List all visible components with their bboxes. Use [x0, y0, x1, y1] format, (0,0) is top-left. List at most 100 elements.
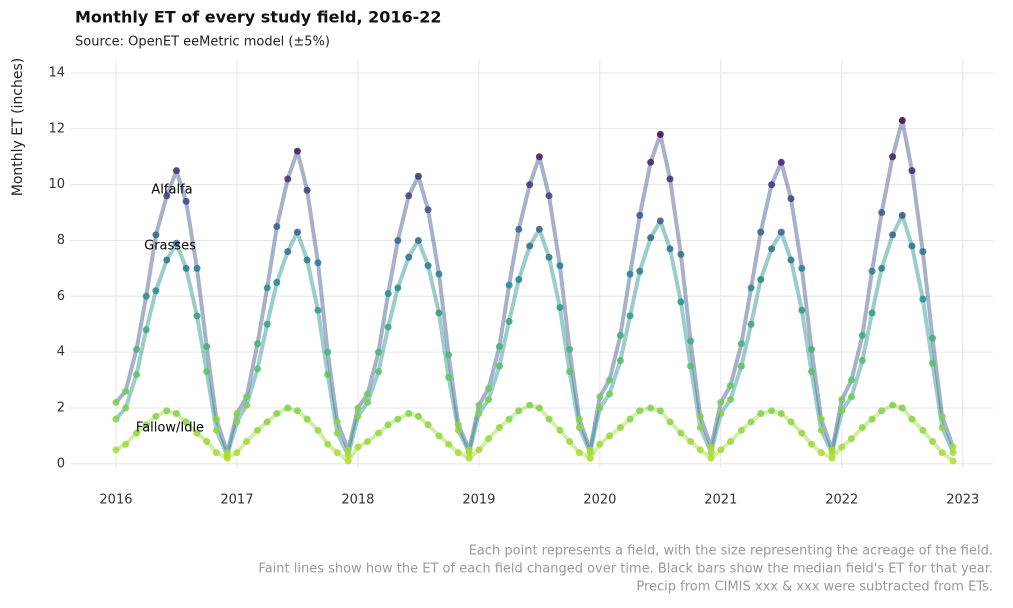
data-point [817, 426, 825, 434]
data-point [475, 401, 483, 409]
data-point [808, 345, 816, 353]
data-point [878, 264, 886, 272]
data-point [394, 236, 402, 244]
data-point [919, 426, 927, 434]
y-tick-label: 4 [57, 345, 65, 360]
data-point [133, 370, 141, 378]
data-point [687, 437, 695, 445]
data-point [394, 284, 402, 292]
data-point [515, 276, 523, 284]
data-point [284, 175, 292, 183]
data-point [293, 147, 301, 155]
data-point [929, 437, 937, 445]
data-point [445, 351, 453, 359]
data-point [243, 393, 251, 401]
data-point [254, 365, 262, 373]
data-point [606, 432, 614, 440]
data-point [384, 290, 392, 298]
series-label: Grasses [144, 239, 196, 254]
data-point [193, 429, 201, 437]
data-point [696, 412, 704, 420]
data-point [647, 404, 655, 412]
data-point [768, 245, 776, 253]
data-point [707, 443, 715, 451]
data-point [747, 284, 755, 292]
data-point [424, 262, 432, 270]
data-point [878, 407, 886, 415]
data-point [475, 410, 483, 418]
data-point [435, 270, 443, 278]
y-tick-label: 0 [57, 456, 65, 471]
data-point [858, 357, 866, 365]
data-point [636, 211, 644, 219]
data-point [868, 309, 876, 317]
data-point [172, 239, 180, 247]
data-point [566, 437, 574, 445]
data-point [616, 424, 624, 432]
data-point [666, 175, 674, 183]
data-point [122, 387, 130, 395]
data-point [949, 449, 957, 457]
data-point [293, 228, 301, 236]
data-point [808, 368, 816, 376]
data-point [808, 440, 816, 448]
data-point [465, 454, 473, 462]
data-point [868, 267, 876, 275]
x-tick-label: 2020 [583, 493, 616, 508]
x-tick-label: 2023 [946, 493, 979, 508]
data-point [122, 404, 130, 412]
data-point [556, 426, 564, 434]
data-point [293, 407, 301, 415]
data-point [847, 393, 855, 401]
data-point [787, 256, 795, 264]
data-point [263, 320, 271, 328]
data-point [898, 404, 906, 412]
data-point [344, 451, 352, 459]
data-point [838, 443, 846, 451]
data-point [586, 449, 594, 457]
data-point [384, 323, 392, 331]
data-point [677, 298, 685, 306]
data-point [223, 454, 231, 462]
data-point [435, 432, 443, 440]
data-point [515, 225, 523, 233]
data-point [384, 421, 392, 429]
data-point [133, 345, 141, 353]
data-point [203, 343, 211, 351]
data-point [666, 418, 674, 426]
data-point [233, 410, 241, 418]
data-point [726, 382, 734, 390]
data-point [495, 343, 503, 351]
data-point [889, 401, 897, 409]
data-point [556, 262, 564, 270]
data-point [757, 410, 765, 418]
data-point [898, 211, 906, 219]
data-point [696, 424, 704, 432]
x-tick-label: 2016 [99, 493, 132, 508]
data-point [626, 415, 634, 423]
data-point [656, 407, 664, 415]
data-point [777, 410, 785, 418]
data-point [798, 429, 806, 437]
data-point [333, 418, 341, 426]
data-point [212, 449, 220, 457]
y-tick-label: 6 [57, 289, 65, 304]
data-point [929, 334, 937, 342]
data-point [394, 415, 402, 423]
data-point [344, 457, 352, 465]
data-point [182, 197, 190, 205]
data-point [717, 398, 725, 406]
data-point [949, 457, 957, 465]
data-point [465, 449, 473, 457]
data-point [324, 440, 332, 448]
data-point [908, 242, 916, 250]
data-point [566, 345, 574, 353]
data-point [717, 446, 725, 454]
data-point [768, 181, 776, 189]
data-point [526, 181, 534, 189]
data-point [344, 446, 352, 454]
data-point [414, 236, 422, 244]
data-point [636, 407, 644, 415]
data-point [777, 228, 785, 236]
x-tick-label: 2019 [462, 493, 495, 508]
